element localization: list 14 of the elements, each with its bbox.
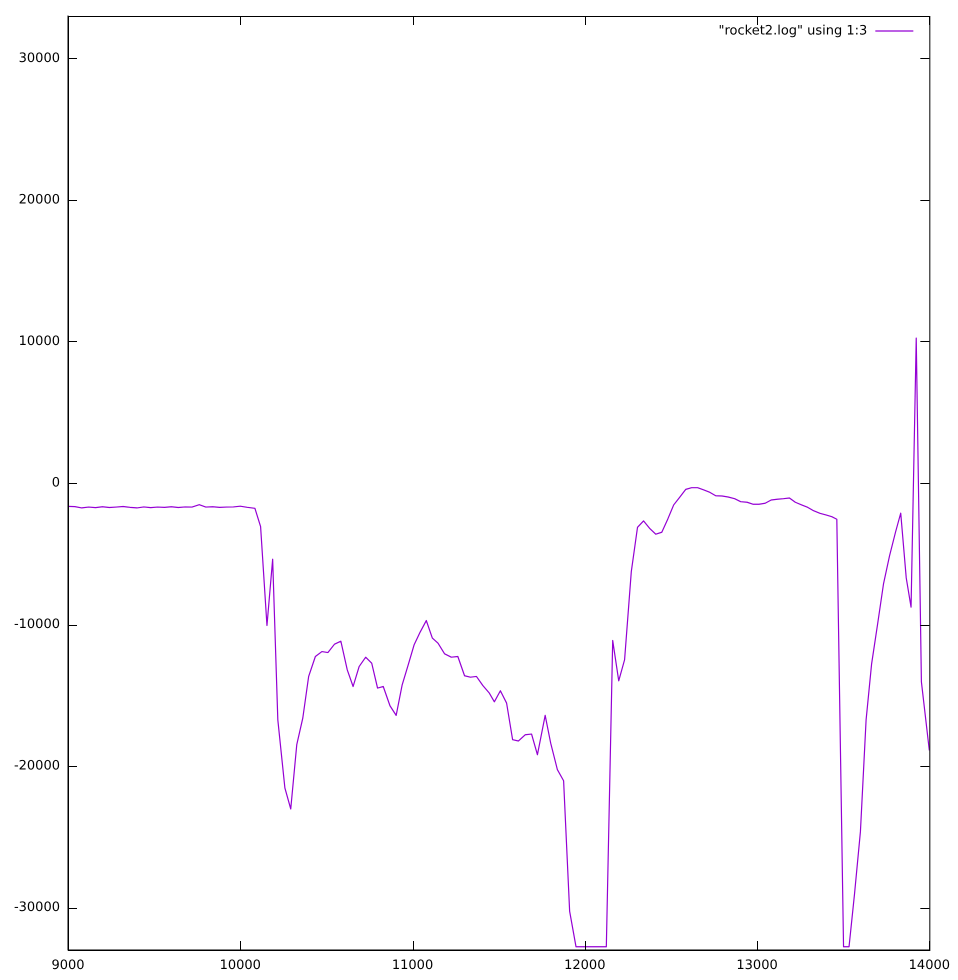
y-tick-label: -10000 (14, 616, 60, 632)
x-tick-label: 9000 (51, 958, 85, 974)
y-tick-label: -30000 (14, 900, 60, 915)
x-tick-label: 13000 (736, 958, 778, 974)
legend-label: "rocket2.log" using 1:3 (718, 23, 868, 38)
x-tick-label: 14000 (908, 958, 950, 974)
y-tick-label: -20000 (14, 758, 60, 774)
y-tick-label: 30000 (18, 50, 60, 66)
x-tick-label: 12000 (564, 958, 606, 974)
y-tick-label: 20000 (18, 192, 60, 208)
x-tick-label: 10000 (220, 958, 261, 974)
y-tick-label: 10000 (18, 334, 60, 349)
x-tick-label: 11000 (392, 958, 434, 974)
y-tick-label: 0 (52, 475, 60, 490)
